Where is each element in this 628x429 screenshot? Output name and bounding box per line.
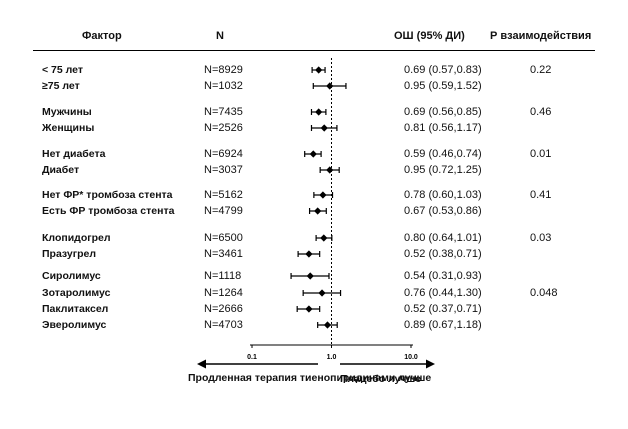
- or-ci-text: 0.78 (0.60,1.03): [404, 189, 482, 201]
- point-estimate: [306, 272, 314, 280]
- header-rule: [33, 50, 595, 51]
- right-arrowhead-icon: [426, 359, 435, 369]
- right-favor-label: Плацебо лучше: [340, 373, 422, 385]
- n-value: N=1264: [204, 287, 243, 299]
- header-n: N: [216, 30, 224, 42]
- n-value: N=1118: [204, 270, 242, 282]
- p-interaction-value: 0.03: [530, 232, 552, 244]
- factor-label: Есть ФР тромбоза стента: [42, 205, 175, 217]
- factor-label: Диабет: [42, 164, 80, 176]
- factor-label: Нет диабета: [42, 148, 106, 160]
- factor-label: Нет ФР* тромбоза стента: [42, 189, 173, 201]
- factor-label: Клопидогрел: [42, 232, 111, 244]
- point-estimate: [305, 250, 313, 258]
- left-arrowhead-icon: [197, 359, 206, 369]
- factor-label: < 75 лет: [42, 64, 84, 76]
- point-estimate: [320, 234, 328, 242]
- factor-label: Эверолимус: [42, 319, 107, 331]
- or-ci-text: 0.81 (0.56,1.17): [404, 122, 482, 134]
- factor-label: Мужчины: [42, 106, 92, 118]
- point-estimate: [305, 305, 313, 313]
- p-interaction-value: 0.048: [530, 287, 558, 299]
- or-ci-text: 0.95 (0.59,1.52): [404, 80, 482, 92]
- point-estimate: [318, 289, 326, 297]
- p-interaction-value: 0.41: [530, 189, 552, 201]
- n-value: N=3037: [204, 164, 243, 176]
- point-estimate: [314, 207, 322, 215]
- or-ci-text: 0.52 (0.38,0.71): [404, 248, 482, 260]
- n-value: N=6500: [204, 232, 243, 244]
- n-value: N=8929: [204, 64, 243, 76]
- point-estimate: [315, 108, 323, 116]
- header-or: ОШ (95% ДИ): [394, 30, 465, 42]
- left-favor-label: Продленная терапия тиенопиридинами лучше: [188, 372, 432, 384]
- factor-label: Паклитаксел: [42, 303, 109, 315]
- header-factor: Фактор: [82, 30, 122, 42]
- x-tick-label: 1.0: [327, 354, 337, 361]
- p-interaction-value: 0.46: [530, 106, 552, 118]
- n-value: N=2666: [204, 303, 243, 315]
- n-value: N=2526: [204, 122, 243, 134]
- point-estimate: [315, 66, 323, 74]
- point-estimate: [309, 150, 317, 158]
- or-ci-text: 0.95 (0.72,1.25): [404, 164, 482, 176]
- or-ci-text: 0.67 (0.53,0.86): [404, 205, 482, 217]
- or-ci-text: 0.52 (0.37,0.71): [404, 303, 482, 315]
- n-value: N=6924: [204, 148, 243, 160]
- or-ci-text: 0.80 (0.64,1.01): [404, 232, 482, 244]
- factor-label: Сиролимус: [42, 270, 101, 282]
- factor-label: Празугрел: [42, 248, 97, 260]
- or-ci-text: 0.69 (0.57,0.83): [404, 64, 482, 76]
- or-ci-text: 0.76 (0.44,1.30): [404, 287, 482, 299]
- x-tick-label: 10.0: [404, 354, 418, 361]
- point-estimate: [326, 82, 334, 90]
- factor-label: Женщины: [42, 122, 95, 134]
- header-p-interaction: Р взаимодействия: [490, 30, 592, 42]
- or-ci-text: 0.54 (0.31,0.93): [404, 270, 482, 282]
- point-estimate: [326, 166, 334, 174]
- p-interaction-value: 0.22: [530, 64, 552, 76]
- n-value: N=3461: [204, 248, 243, 260]
- n-value: N=5162: [204, 189, 243, 201]
- n-value: N=4799: [204, 205, 243, 217]
- p-interaction-value: 0.01: [530, 148, 552, 160]
- factor-label: Зотаролимус: [42, 287, 111, 299]
- point-estimate: [319, 191, 327, 199]
- point-estimate: [320, 124, 328, 132]
- point-estimate: [323, 321, 332, 329]
- or-ci-text: 0.69 (0.56,0.85): [404, 106, 482, 118]
- n-value: N=4703: [204, 319, 243, 331]
- or-ci-text: 0.89 (0.67,1.18): [404, 319, 482, 331]
- n-value: N=1032: [204, 80, 243, 92]
- or-ci-text: 0.59 (0.46,0.74): [404, 148, 482, 160]
- n-value: N=7435: [204, 106, 243, 118]
- x-tick-label: 0.1: [247, 354, 257, 361]
- factor-label: ≥75 лет: [42, 80, 80, 92]
